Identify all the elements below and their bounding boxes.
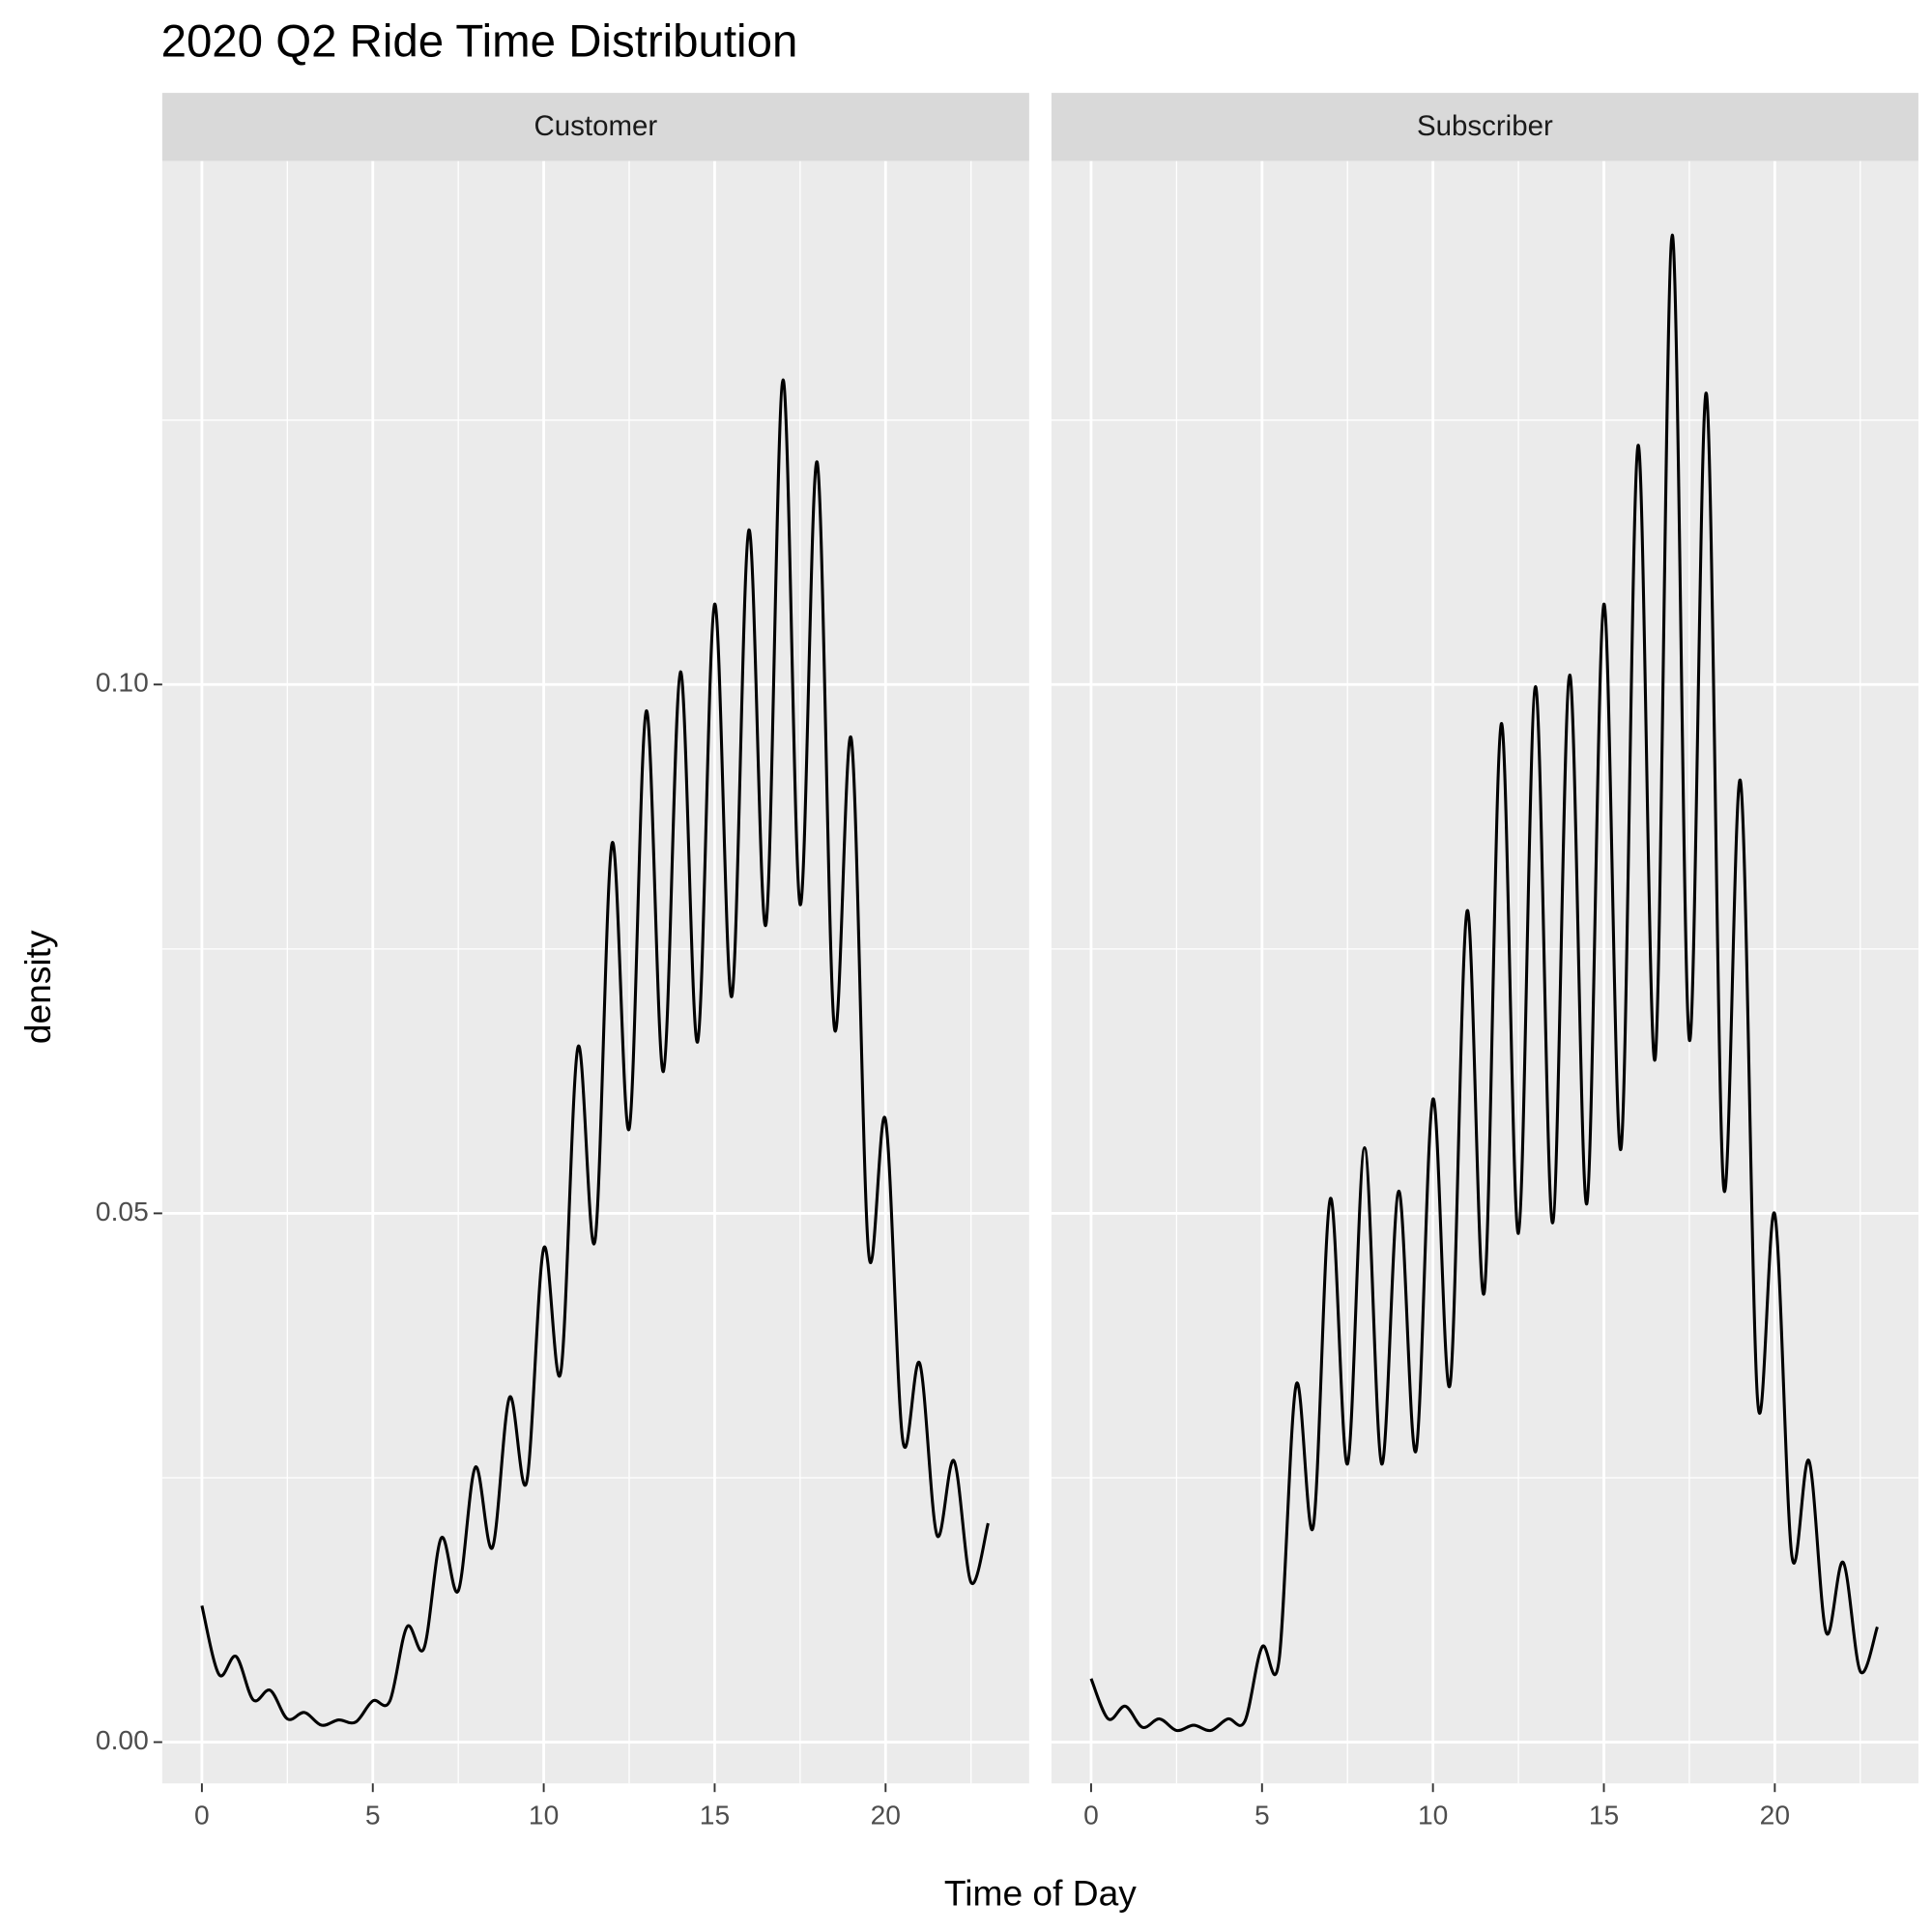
strip-label: Customer [533,110,657,142]
x-tick-label: 10 [529,1799,559,1830]
x-tick-label: 5 [365,1799,381,1830]
y-tick-label: 0.10 [96,667,149,698]
strip [161,93,1029,161]
y-axis-title: density [17,930,58,1044]
panel [1051,160,1918,1784]
strip-label: Subscriber [1417,110,1553,142]
density-line [1089,233,1879,1733]
y-tick-label: 0.00 [96,1724,149,1755]
x-tick-label: 20 [1760,1799,1790,1830]
x-tick-label: 10 [1418,1799,1448,1830]
x-tick-label: 0 [1083,1799,1099,1830]
density-line [200,378,990,1727]
chart-title: 2020 Q2 Ride Time Distribution [161,16,798,68]
x-tick-label: 15 [1589,1799,1619,1830]
strip [1051,93,1918,161]
x-tick-label: 0 [194,1799,210,1830]
y-tick-label: 0.05 [96,1196,149,1226]
x-tick-label: 15 [700,1799,730,1830]
panel [161,160,1029,1784]
x-axis-title: Time of Day [944,1873,1137,1914]
x-tick-label: 20 [871,1799,901,1830]
x-tick-label: 5 [1254,1799,1270,1830]
